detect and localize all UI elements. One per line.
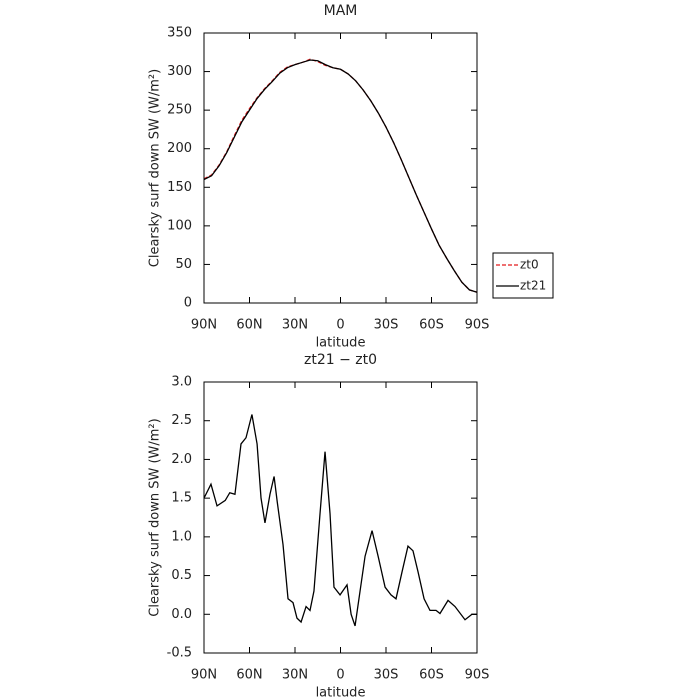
y-tick-label: 0 <box>184 296 192 311</box>
chart-title: zt21 − zt0 <box>304 352 377 368</box>
y-tick-label: -0.5 <box>167 646 192 661</box>
y-tick-label: 0.0 <box>171 607 192 622</box>
x-tick-label: 30S <box>374 318 399 333</box>
y-tick-label: 1.5 <box>171 491 192 506</box>
x-tick-label: 90N <box>191 318 217 333</box>
x-axis-label: latitude <box>316 336 366 351</box>
y-tick-label: 2.0 <box>171 452 192 467</box>
legend-label: zt21 <box>520 279 546 293</box>
x-tick-label: 90S <box>465 668 490 683</box>
y-tick-label: 2.5 <box>171 413 192 428</box>
y-tick-label: 300 <box>167 64 192 79</box>
y-tick-label: 3.0 <box>171 375 192 390</box>
y-tick-label: 350 <box>167 26 192 41</box>
x-tick-label: 0 <box>336 668 344 683</box>
legend-box <box>492 252 554 299</box>
y-tick-label: 150 <box>167 180 192 195</box>
x-tick-label: 60N <box>236 668 262 683</box>
x-tick-label: 60S <box>419 318 444 333</box>
y-tick-label: 200 <box>167 141 192 156</box>
y-axis-label: Clearsky surf down SW (W/m²) <box>148 418 163 616</box>
y-tick-label: 50 <box>175 257 192 272</box>
x-tick-label: 30N <box>282 318 308 333</box>
y-axis-label: Clearsky surf down SW (W/m²) <box>148 69 163 267</box>
x-tick-label: 60N <box>236 318 262 333</box>
x-tick-label: 90S <box>465 318 490 333</box>
line-zt21-zt0 <box>203 414 477 627</box>
chart-title: MAM <box>324 3 358 19</box>
plot-frame <box>203 381 478 654</box>
x-tick-label: 0 <box>336 318 344 333</box>
x-axis-label: latitude <box>316 686 366 700</box>
plot-frame <box>203 32 478 304</box>
y-tick-label: 250 <box>167 103 192 118</box>
x-tick-label: 60S <box>419 668 444 683</box>
legend-label: zt0 <box>520 258 539 272</box>
x-tick-label: 30N <box>282 668 308 683</box>
x-tick-label: 90N <box>191 668 217 683</box>
y-tick-label: 0.5 <box>171 568 192 583</box>
x-tick-label: 30S <box>374 668 399 683</box>
line-zt0 <box>203 58 478 293</box>
y-tick-label: 1.0 <box>171 529 192 544</box>
line-zt21 <box>203 59 478 293</box>
y-tick-label: 100 <box>167 218 192 233</box>
